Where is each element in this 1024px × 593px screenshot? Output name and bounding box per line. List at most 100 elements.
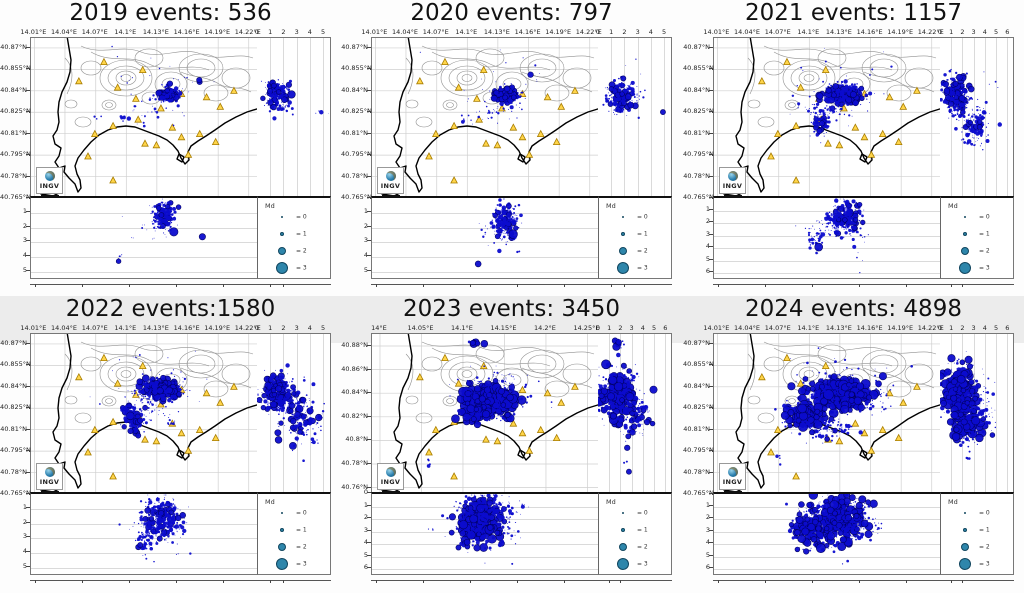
right-section-canvas: [257, 334, 329, 492]
depth-section-right: [257, 333, 331, 493]
right-section-canvas: [598, 334, 670, 492]
depth-tickmark: [26, 240, 30, 242]
bottom-section-canvas: [31, 198, 257, 278]
depth-top-tick-label: 3: [629, 324, 634, 332]
map-scale-bar: [724, 195, 742, 197]
map-scale-bar: [724, 491, 742, 493]
legend-entry-label: = 1: [979, 526, 990, 534]
depth-top-tick-label: 4: [307, 28, 312, 36]
legend-entry: = 1: [258, 226, 332, 242]
map-plot: INGV: [371, 333, 600, 494]
md-size-dot-icon: [277, 246, 287, 256]
depth-top-tick-label: 6: [1005, 28, 1010, 36]
year-panel-2021: 2021 events: 1157 INGV Md = 0 = 1 = 2 = 3 14.01…: [683, 0, 1024, 296]
md-size-dot-icon: [621, 511, 625, 515]
lat-tickmark: [26, 364, 30, 366]
map-events-canvas: [714, 38, 942, 198]
lat-tickmark: [709, 154, 713, 156]
lat-tickmark: [709, 175, 713, 177]
depth-section-bottom: [30, 492, 258, 575]
depth-tickmark: [709, 542, 713, 544]
lat-tickmark: [26, 407, 30, 409]
outer-axis-tickmark: [423, 580, 424, 583]
legend-entry-label: = 0: [979, 509, 990, 517]
depth-top-tick-label: 5: [320, 324, 326, 332]
outer-bottom-axis: [713, 580, 1014, 581]
lon-tick-label: 14.1°E: [455, 28, 478, 36]
bottom-section-canvas: [372, 198, 598, 278]
depth-top-tick-label: 2: [622, 28, 627, 36]
lat-tick-label: 40.765°N: [0, 193, 31, 201]
lon-tick-label: 14.25°E: [573, 324, 600, 332]
lat-tick-label: 40.78°N: [341, 171, 368, 180]
outer-axis-tickmark: [129, 580, 130, 583]
outer-axis-tickmark: [376, 284, 377, 287]
legend-entry: = 1: [941, 522, 1015, 538]
depth-bottom-tick-label: 3: [22, 532, 27, 541]
map-plot: INGV: [713, 37, 942, 198]
lon-tick-label: 14.16°E: [856, 28, 883, 36]
depth-tickmark: [709, 233, 713, 235]
lon-tick-label: 14.1°E: [114, 28, 137, 36]
lon-tick-label: 14.19°E: [887, 28, 914, 36]
lon-tick-label: 14.16°E: [856, 324, 883, 332]
lon-tick-label: 14.04°E: [50, 28, 77, 36]
depth-bottom-tick-label: 5: [705, 550, 710, 559]
bottom-section-canvas: [714, 494, 940, 574]
depth-bottom-tick-label: 3: [22, 236, 27, 245]
outer-axis-tickmark: [470, 580, 471, 583]
magnitude-legend: Md = 0 = 1 = 2 = 3: [257, 492, 331, 575]
lat-tickmark: [709, 450, 713, 452]
lat-tick-label: 40.81°N: [683, 128, 710, 137]
lon-tick-label: 14.1°E: [797, 324, 820, 332]
map-plot: INGV: [30, 37, 259, 198]
lon-tick-label: 14.1°E: [114, 324, 137, 332]
depth-tickmark: [26, 551, 30, 553]
lat-tick-label: 40.765°N: [683, 489, 714, 497]
lat-tick-label: 40.795°N: [683, 446, 714, 455]
outer-axis-tickmark: [620, 580, 622, 583]
panel-title: 2022 events:1580: [65, 296, 276, 322]
depth-tickmark: [709, 246, 713, 248]
depth-bottom-tick-label: 0: [363, 488, 368, 496]
lon-tick-label: 14.04°E: [391, 28, 418, 36]
outer-axis-tickmark: [176, 580, 177, 583]
depth-top-tick-label: 2: [618, 324, 623, 332]
depth-bottom-tick-label: 4: [22, 547, 27, 556]
lat-tickmark: [709, 132, 713, 134]
lat-tick-label: 40.855°N: [0, 64, 31, 73]
depth-top-tick-label: 3: [635, 28, 640, 36]
legend-entry: = 0: [941, 505, 1015, 521]
lat-tickmark: [367, 154, 371, 156]
legend-title: Md: [265, 202, 275, 210]
legend-entry-label: = 2: [979, 543, 990, 551]
ingv-logo: INGV: [36, 463, 63, 490]
lon-tick-label: 14.01°E: [703, 28, 730, 36]
legend-entry: = 3: [599, 260, 673, 276]
lon-tick-label: 14.07°E: [764, 28, 791, 36]
lat-tick-label: 40.8°N: [345, 435, 368, 444]
outer-axis-tickmark: [951, 580, 953, 583]
outer-axis-tickmark: [283, 284, 285, 287]
depth-section-right: [598, 37, 672, 197]
ingv-logo: INGV: [377, 167, 404, 194]
depth-bottom-tick-label: 1: [705, 500, 710, 509]
map-events-canvas: [714, 334, 942, 494]
right-section-canvas: [940, 334, 1012, 492]
lat-tickmark: [709, 197, 713, 198]
lat-tickmark: [26, 471, 30, 473]
md-size-dot-icon: [280, 215, 284, 219]
depth-top-tick-label: 5: [993, 324, 999, 332]
lon-tick-label: 14.13°E: [825, 324, 852, 332]
map-scale-bar: [382, 195, 400, 197]
depth-top-tick-label: 4: [982, 324, 987, 332]
lat-tickmark: [709, 385, 713, 387]
lat-tick-label: 40.825°N: [341, 107, 372, 116]
depth-bottom-tick-label: 2: [705, 513, 710, 522]
legend-entry: = 0: [599, 505, 673, 521]
lon-tick-label: 14.22°E: [917, 28, 944, 36]
lat-tickmark: [367, 439, 371, 441]
outer-axis-tickmark: [517, 284, 518, 287]
lat-tick-label: 40.82°N: [341, 411, 368, 420]
depth-bottom-tick-label: 1: [705, 204, 710, 213]
